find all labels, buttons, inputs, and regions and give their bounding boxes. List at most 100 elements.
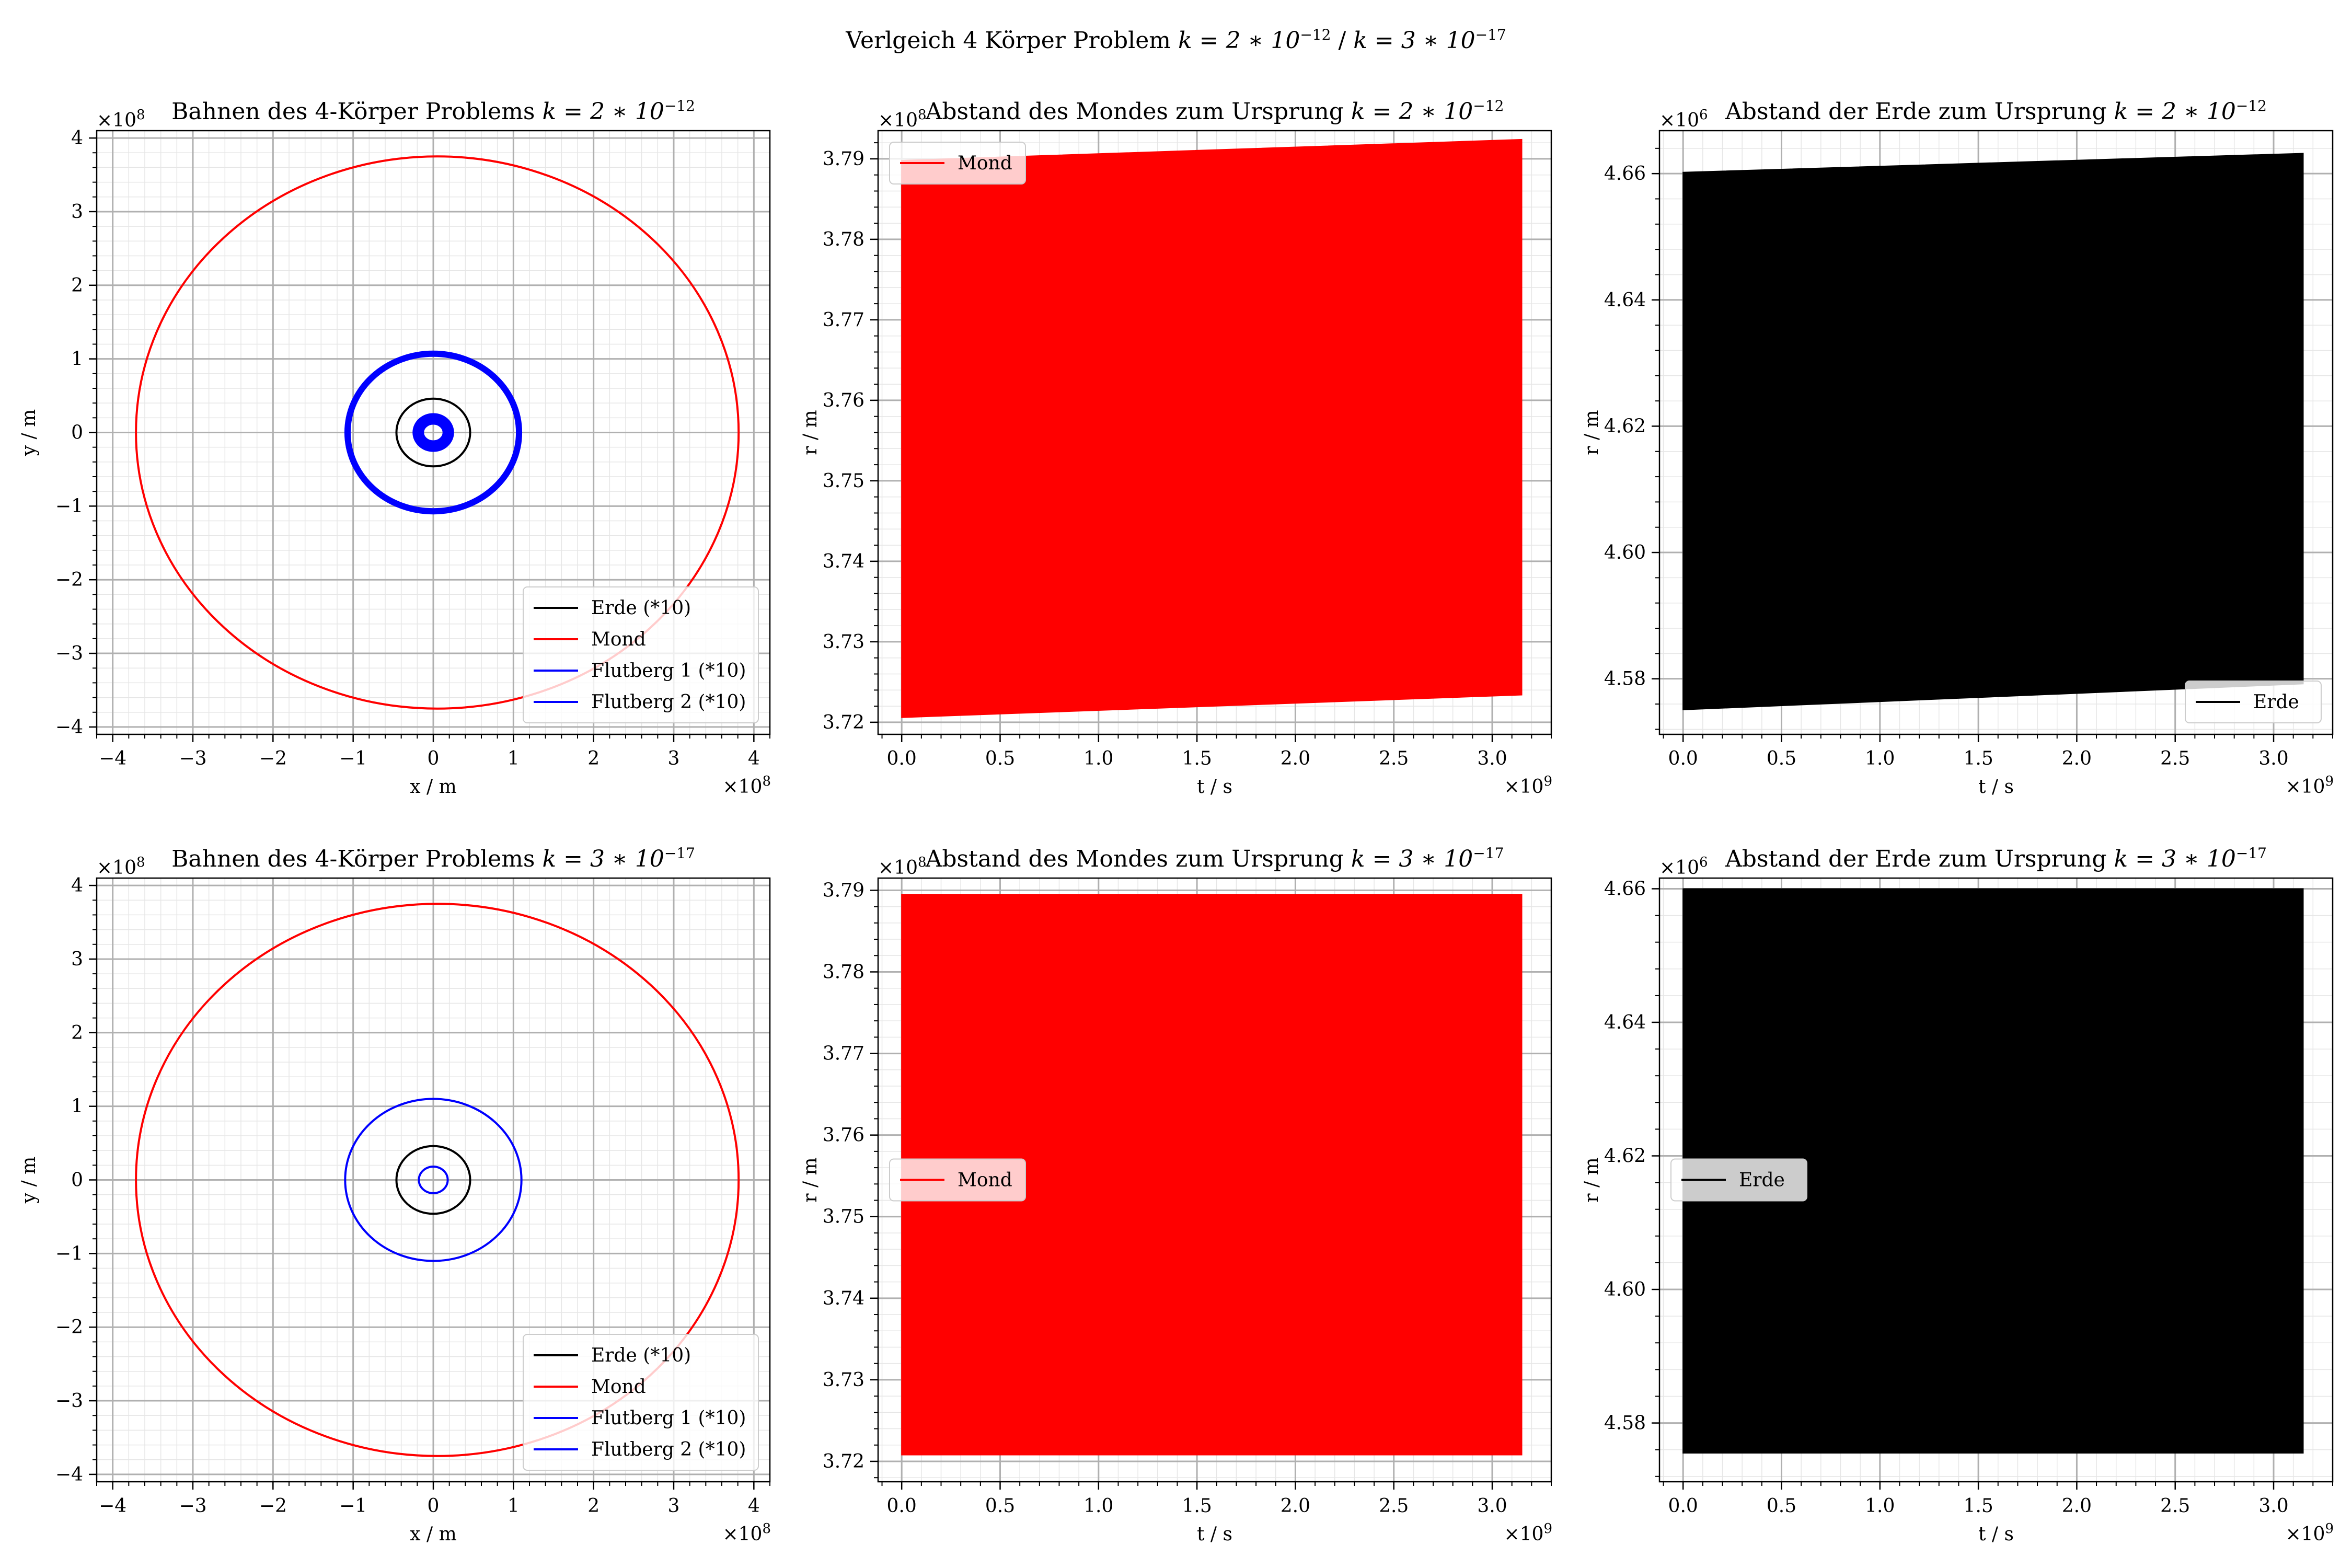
x-offset-text: ×109 [2285,1521,2334,1545]
plot-area [135,155,740,710]
y-axis-label: r / m [800,1157,821,1202]
orbit-band [416,416,451,449]
y-tick-label: −3 [55,643,83,664]
y-tick-label: 3.76 [823,1125,864,1146]
x-tick-label: −2 [259,1495,287,1517]
x-tick-label: 0.0 [887,1495,917,1517]
y-tick-label: 4 [71,128,83,149]
plot-area [135,903,740,1457]
x-tick-label: 3.0 [2258,748,2288,769]
y-offset-text: ×108 [878,107,927,131]
x-axis-label: t / s [1978,1524,2014,1545]
y-axis-label: y / m [18,1157,40,1204]
y-tick-label: −2 [55,1317,83,1338]
chart-title: Abstand der Erde zum Ursprung k = 2 ∗ 10… [1725,97,2267,125]
legend-label: Flutberg 1 (*10) [591,660,746,682]
chart-title: Abstand der Erde zum Ursprung k = 3 ∗ 10… [1725,845,2267,872]
x-tick-label: 2.0 [1281,1495,1310,1517]
x-tick-label: 1.5 [1182,748,1212,769]
x-tick-label: 4 [748,1495,760,1517]
x-tick-label: 2 [587,748,599,769]
axes-frame [96,130,771,735]
y-tick-label: −3 [55,1390,83,1412]
x-offset-text: ×108 [722,1521,771,1545]
y-tick-label: 3.72 [823,712,864,733]
chart-panel-4: −4 −3 −2 −1 0 1 2 3 4 −4 −3 −2 −1 0 1 2 3 4 Bahnen des 4-K… [18,845,771,1545]
legend-box [523,586,759,723]
x-tick-label: 1 [508,748,520,769]
x-tick-label: 3.0 [1477,1495,1507,1517]
y-tick-label: 3.74 [823,1288,864,1309]
y-tick-label: 3.74 [823,551,864,572]
legend-label: Flutberg 2 (*10) [591,691,746,713]
x-tick-label: 2.0 [2062,1495,2092,1517]
axes-frame [1658,130,2334,735]
distance-band-1 [1682,153,2304,710]
x-axis-label: x / m [410,776,456,798]
y-tick-label: −4 [55,717,83,738]
axes-frame [877,877,1552,1483]
x-tick-label: 1.5 [1963,1495,1993,1517]
x-tick-label: 0.5 [985,748,1015,769]
y-tick-label: 3 [71,201,83,223]
x-tick-label: 1 [508,1495,520,1517]
legend-label: Erde [2253,691,2299,713]
chart-title: Abstand des Mondes zum Ursprung k = 2 ∗ … [925,97,1504,125]
x-axis-label: t / s [1197,776,1232,798]
x-tick-label: −3 [179,1495,206,1517]
legend-box [523,1334,759,1471]
y-tick-label: 4.64 [1604,290,1646,311]
y-tick-label: 2 [71,1022,83,1044]
legend-box [2185,681,2322,723]
x-offset-text: ×109 [1504,1521,1552,1545]
x-tick-label: 0.5 [1767,748,1796,769]
axes-frame [96,877,771,1483]
legend-label: Flutberg 2 (*10) [591,1439,746,1460]
y-tick-label: 4.60 [1604,542,1646,563]
legend-label: Erde [1739,1170,1785,1191]
distance-band-1 [901,139,1523,718]
x-tick-label: 2.5 [2160,748,2190,769]
legend-box [889,1158,1026,1202]
orbit-2 [135,155,740,710]
x-axis-label: t / s [1978,776,2014,798]
chart-panel-3: 0.0 0.5 1.0 1.5 2.0 2.5 3.0 4.58 4.60 4.62 4.64 4.6… [1581,97,2334,798]
x-tick-label: −1 [339,1495,367,1517]
legend-label: Mond [591,629,646,650]
distance-band-1 [901,894,1523,1456]
x-tick-label: 1.0 [1865,748,1895,769]
x-tick-label: 0 [428,748,440,769]
x-offset-text: ×109 [1504,774,1552,798]
y-tick-label: 3 [71,949,83,970]
x-tick-label: 2.5 [1379,1495,1409,1517]
x-tick-label: 2.0 [1281,748,1310,769]
chart-title: Abstand des Mondes zum Ursprung k = 3 ∗ … [925,845,1504,872]
y-tick-label: −4 [55,1464,83,1485]
y-axis-label: r / m [1581,1157,1602,1202]
x-offset-text: ×108 [722,774,771,798]
y-axis-label: r / m [1581,410,1602,455]
y-tick-label: 4.58 [1604,668,1646,690]
x-tick-label: 1.0 [1083,748,1113,769]
y-tick-label: 3.73 [823,1369,864,1391]
x-tick-label: −1 [339,748,367,769]
legend-label: Erde (*10) [591,597,691,619]
legend: Mond [889,1158,1026,1202]
plot-area [1682,888,2304,1454]
y-tick-label: 2 [71,275,83,296]
x-tick-label: −3 [179,748,206,769]
chart-panel-6: 0.0 0.5 1.0 1.5 2.0 2.5 3.0 4.58 4.60 4.62 4.64 4.6… [1581,845,2334,1545]
y-offset-text: ×108 [97,107,145,131]
y-tick-label: −1 [55,1243,83,1264]
x-tick-label: 1.5 [1182,1495,1212,1517]
orbit-4 [418,1166,449,1194]
y-tick-label: 1 [71,1096,83,1117]
x-tick-label: 3 [668,1495,680,1517]
x-tick-label: 2 [587,1495,599,1517]
y-tick-label: 3.79 [823,148,864,170]
y-tick-label: 1 [71,349,83,370]
x-axis-label: t / s [1197,1524,1232,1545]
x-tick-label: 3 [668,748,680,769]
x-tick-label: 1.5 [1963,748,1993,769]
